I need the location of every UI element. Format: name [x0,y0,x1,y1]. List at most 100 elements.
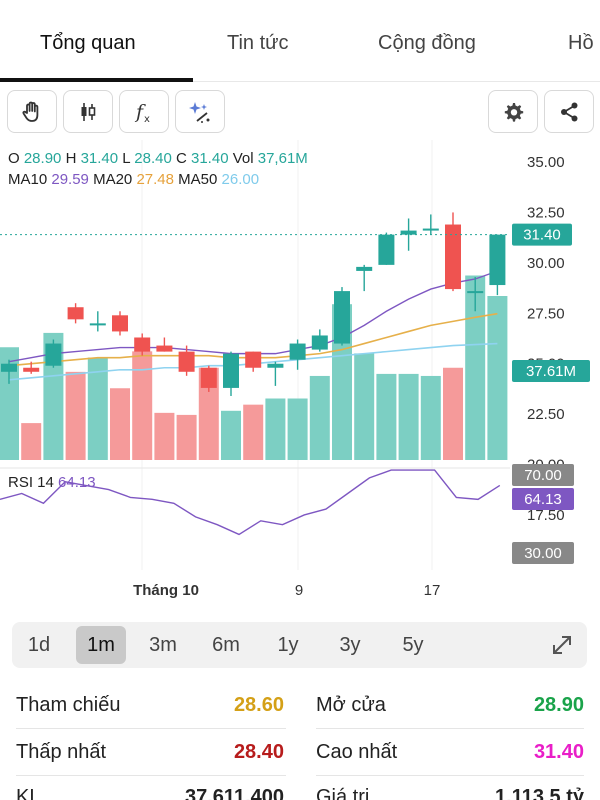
rsi-legend: RSI 14 64.13 [8,474,96,491]
tab-profile[interactable]: Hồ [568,32,594,54]
divider [316,728,584,729]
close-label: C [175,150,187,167]
low-label: L [122,150,131,167]
candle-body [223,353,239,388]
range-1d[interactable]: 1d [27,634,51,656]
volume-bar [376,373,397,460]
ohlc-legend: O 28.90 H 31.40 L 28.40 C 31.40 Vol 37,6… [8,150,308,167]
share-button[interactable] [544,90,594,133]
candle-body [134,337,151,352]
volume-bar [87,357,108,460]
svg-text:f: f [134,101,146,123]
chart-type-button[interactable] [63,90,113,133]
candle-body [422,228,439,231]
divider [316,775,584,776]
open-price-value: 28.90 [533,694,584,716]
rsi-value: 64.13 [58,474,96,491]
range-3y[interactable]: 3y [339,634,361,656]
range-selector: 1d 1m 3m 6m 1y 3y 5y [12,622,587,668]
high-value: 31.40 [80,150,119,167]
price-tick-label: 30.00 [527,255,565,272]
low-price-label: Thấp nhất [16,741,107,763]
candle-body [467,291,484,294]
ma10-label: MA10 [8,171,48,188]
volume-bar [354,353,375,460]
rsi-30-tag [512,542,574,564]
x-axis-label: 9 [295,582,303,599]
candle-body [400,230,417,235]
tab-bar: Tổng quan Tin tức Cộng đồng Hồ [0,0,600,82]
volume-bar [243,404,264,460]
candle-body [489,234,506,286]
candle-body [245,351,262,368]
volume-bar [198,367,219,460]
rsi-30-tag-label: 30.00 [524,545,562,562]
high-price-value: 31.40 [533,741,584,763]
range-1y[interactable]: 1y [277,634,299,656]
rsi-label: RSI 14 [8,474,54,491]
reference-price-label: Tham chiếu [16,694,121,716]
candle-body [334,291,350,344]
tab-news[interactable]: Tin tức [227,32,289,54]
candle-body [1,363,17,372]
hand-tool-button[interactable] [7,90,57,133]
volume-tag [512,360,590,382]
price-tick-label: 35.00 [527,154,565,171]
volume-bar [154,412,175,460]
volume-bar [398,373,419,460]
divider [16,728,286,729]
candle-body [178,351,195,372]
svg-text:x: x [144,114,150,125]
ma-legend: MA10 29.59 MA20 27.48 MA50 26.00 [8,171,259,188]
x-axis-label: Tháng 10 [133,582,199,599]
volume-bar [443,367,463,460]
expand-icon[interactable] [548,631,576,659]
share-icon [561,102,578,121]
candle-body [289,343,306,360]
ma20-value: 27.48 [136,171,174,188]
function-icon: f x [134,101,150,125]
volume-bar [21,423,42,460]
drawing-tools-button[interactable] [175,90,225,133]
price-tick-label: 17.50 [527,507,565,524]
gear-icon [504,102,524,122]
volume-bar [287,398,308,460]
low-price-value: 28.40 [233,741,284,763]
volume-stat-label: KL [16,786,41,800]
price-tick-label: 32.50 [527,204,565,221]
candle-body [112,315,128,332]
volume-bar [487,296,508,460]
price-tick-label: 27.50 [527,305,565,322]
rsi-line [0,469,501,536]
candle-body [45,343,62,366]
settings-button[interactable] [488,90,538,133]
range-1m[interactable]: 1m [76,626,126,664]
sparkle-draw-icon [189,101,210,123]
range-6m[interactable]: 6m [212,634,240,656]
candle-body [156,345,173,352]
rsi-70-tag [512,464,574,486]
volume-bar [65,371,86,460]
hand-icon [22,101,39,122]
tab-community[interactable]: Cộng đồng [378,32,476,54]
ma50-value: 26.00 [221,171,260,188]
range-5y[interactable]: 5y [402,634,424,656]
volume-stat-value: 37.611.400 [185,786,284,800]
candle-body [89,323,106,326]
indicators-button[interactable]: f x [119,90,169,133]
price-chart[interactable]: 35.0032.5030.0027.5025.0022.5020.0017.50… [0,140,600,610]
volume-bar [176,414,197,460]
tab-overview[interactable]: Tổng quan [40,32,136,54]
candle-body [311,335,328,350]
low-value: 28.40 [134,150,172,167]
volume-bar [110,388,130,460]
candle-body [200,367,217,388]
open-value: 28.90 [23,150,62,167]
last-price-tag-label: 31.40 [523,227,561,244]
range-3m[interactable]: 3m [149,634,177,656]
candle-body [23,367,40,372]
volume-bar [132,351,153,460]
open-label: O [8,150,20,167]
ma20-label: MA20 [93,171,133,188]
close-value: 31.40 [191,150,229,167]
